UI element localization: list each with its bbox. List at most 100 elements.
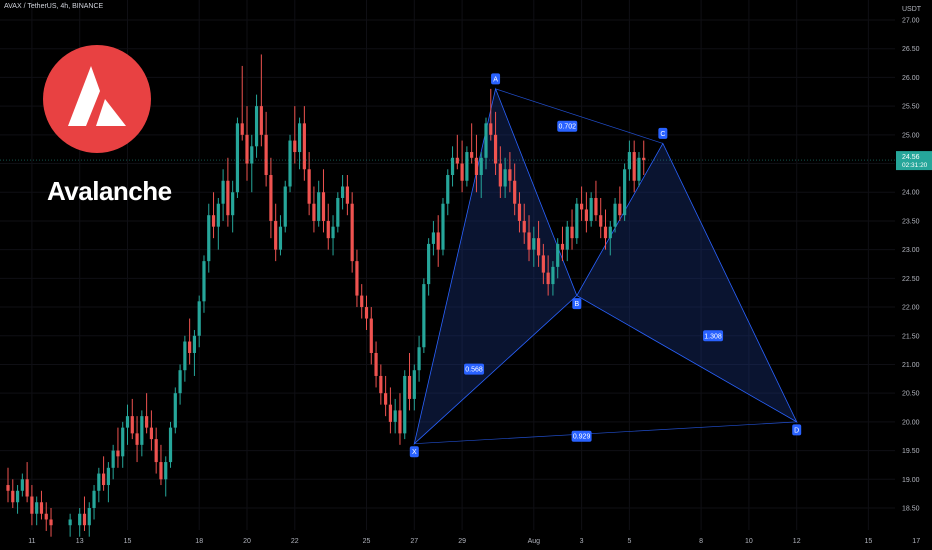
candle-body xyxy=(30,496,34,514)
symbol-title: AVAX / TetherUS, 4h, BINANCE xyxy=(4,3,104,10)
price-tick-label: 19.00 xyxy=(902,477,920,484)
candle-body xyxy=(211,215,216,227)
candle-body xyxy=(556,243,560,267)
ratio-badge xyxy=(464,363,485,375)
candle-body xyxy=(11,490,15,503)
candle-body xyxy=(580,203,584,210)
candle-body xyxy=(288,140,292,187)
candle-body xyxy=(527,232,531,250)
pattern-point-badge xyxy=(572,298,582,310)
candle-body xyxy=(35,502,39,514)
candle-body xyxy=(121,427,125,457)
price-tick-label: 18.50 xyxy=(902,506,920,513)
candle-body xyxy=(293,140,297,153)
candle-body xyxy=(173,393,177,428)
candle-body xyxy=(436,232,440,250)
candle-body xyxy=(379,375,383,394)
time-axis[interactable]: 11 13 15 18 20 22 25 27 29 Aug 3 5 8 10 12 15 17 xyxy=(28,538,920,545)
candle-body xyxy=(111,450,115,468)
price-axis[interactable]: USDT27.0026.5026.0025.5025.0024.5024.002… xyxy=(895,0,932,550)
candle-body xyxy=(541,255,545,273)
pattern-point-badge xyxy=(491,73,501,85)
logo-text: Avalanche xyxy=(47,176,172,206)
time-tick-label: 22 xyxy=(291,538,299,545)
candle-body xyxy=(517,203,522,221)
candle-body xyxy=(536,238,541,256)
price-axis-bg xyxy=(895,0,932,550)
candle-body xyxy=(465,152,469,181)
candle-body xyxy=(317,192,321,221)
price-axis-unit: USDT xyxy=(902,6,922,13)
pattern-bcd-triangle[interactable] xyxy=(576,142,798,423)
candle-body xyxy=(235,123,240,193)
candle-body xyxy=(398,410,402,434)
candle-body xyxy=(498,163,502,187)
candle-body xyxy=(489,123,493,135)
candle-body xyxy=(608,226,612,239)
candle-body xyxy=(493,134,498,164)
time-tick-label: 25 xyxy=(363,538,371,545)
time-tick-label: 18 xyxy=(195,538,203,545)
pattern-ac-line[interactable] xyxy=(495,88,663,144)
candle-body xyxy=(474,157,479,176)
candle-body xyxy=(312,203,316,221)
candle-body xyxy=(599,215,603,227)
candle-body xyxy=(422,284,426,348)
price-tick-label: 22.50 xyxy=(902,276,920,283)
candle-body xyxy=(68,519,72,526)
candle-body xyxy=(427,243,431,285)
candle-body xyxy=(297,123,302,153)
candle-body xyxy=(283,186,287,227)
candle-body xyxy=(364,307,369,319)
candle-body xyxy=(154,439,158,463)
candle-body xyxy=(627,152,631,170)
candle-body xyxy=(546,272,550,285)
time-tick-label: 5 xyxy=(627,538,631,545)
price-tick-label: 25.00 xyxy=(902,132,920,139)
candle-body xyxy=(603,226,608,239)
pattern-xab-triangle[interactable] xyxy=(413,87,578,445)
current-price-countdown: 02:31:20 xyxy=(902,162,928,169)
time-tick-label: 29 xyxy=(458,538,466,545)
candle-body xyxy=(326,220,330,239)
pattern-labels: X A B C D 0.702 0.568 1.308 0.929 xyxy=(409,73,802,458)
candle-body xyxy=(570,226,574,239)
pattern-point-badge xyxy=(658,127,668,139)
candle-body xyxy=(384,393,388,405)
pattern-point-label: D xyxy=(794,427,799,434)
time-tick-label: 15 xyxy=(124,538,132,545)
candle-body xyxy=(431,232,436,244)
price-tick-label: 20.00 xyxy=(902,419,920,426)
candle-body xyxy=(623,169,627,216)
candle-body xyxy=(522,220,526,233)
candle-body xyxy=(479,157,483,176)
ratio-label: 0.929 xyxy=(573,434,591,441)
candle-body xyxy=(560,243,565,250)
grid-layer xyxy=(0,0,917,530)
candle-body xyxy=(78,513,82,526)
time-tick-label: 17 xyxy=(912,538,920,545)
candle-body xyxy=(584,209,588,221)
candle-body xyxy=(618,203,622,216)
candle-body xyxy=(245,134,249,164)
pattern-point-label: X xyxy=(412,449,417,456)
candle-body xyxy=(188,341,192,353)
candle-body xyxy=(632,152,636,181)
price-tick-label: 20.50 xyxy=(902,391,920,398)
pattern-point-label: A xyxy=(493,76,498,83)
candle-body xyxy=(302,123,306,170)
candle-body xyxy=(345,186,349,204)
candle-body xyxy=(350,203,354,262)
candle-body xyxy=(274,220,278,250)
candle-body xyxy=(250,146,254,164)
price-tick-label: 25.50 xyxy=(902,104,920,111)
candle-body xyxy=(164,462,168,480)
candle-body xyxy=(460,163,464,181)
candle-body xyxy=(575,203,579,239)
candle-body xyxy=(470,152,474,158)
ratio-label: 0.702 xyxy=(558,124,576,131)
pattern-xd-line[interactable] xyxy=(414,421,797,445)
candle-body xyxy=(178,370,182,394)
candle-body xyxy=(355,261,359,296)
